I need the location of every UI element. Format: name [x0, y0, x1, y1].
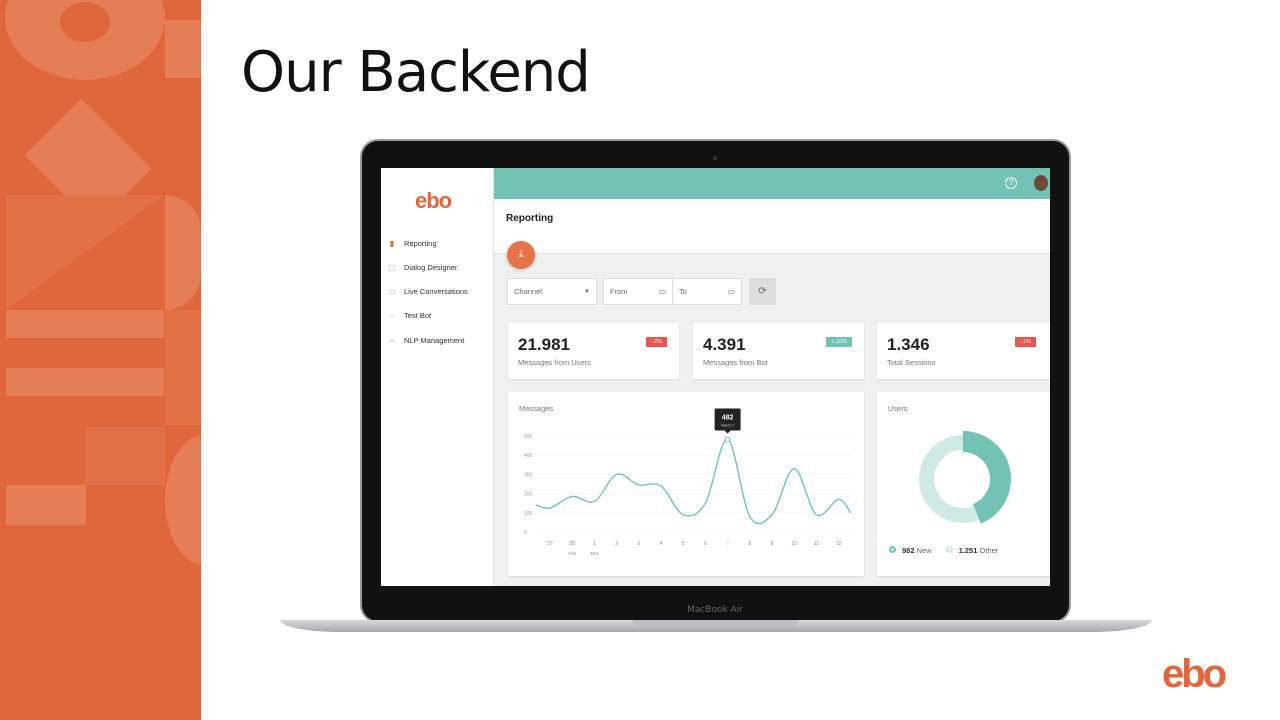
- stat-card-bot-messages: 4.391 Messages from Bot + 10%: [693, 323, 864, 379]
- help-icon[interactable]: ?: [1005, 177, 1017, 189]
- stat-value: 4.391: [703, 335, 746, 354]
- laptop-label: MacBook Air: [687, 605, 743, 615]
- y-tick-label: 300: [524, 472, 533, 478]
- sidebar-item-dialog-designer[interactable]: ▢ Dialog Designer: [387, 263, 457, 272]
- calendar-icon: ▭: [727, 287, 735, 296]
- tooltip-date: March 7: [721, 423, 734, 427]
- x-tick-label: 5: [682, 541, 685, 547]
- month-label: Feb: [568, 551, 576, 556]
- y-tick-label: 100: [524, 511, 533, 517]
- channel-label: Channel: [514, 287, 542, 296]
- x-tick-label: 2: [615, 541, 618, 547]
- x-tick-label: 4: [660, 541, 663, 547]
- avatar[interactable]: [1034, 175, 1048, 191]
- app-screen: ebo ▮ Reporting ▢ Dialog Designer ▭ Live Co…: [381, 168, 1050, 586]
- hover-point: [724, 436, 731, 443]
- slide-title: Our Backend: [241, 40, 591, 105]
- sidebar-label: Dialog Designer: [404, 263, 458, 272]
- y-tick-label: 0: [524, 530, 527, 536]
- ebo-logo: ebo: [1162, 655, 1229, 695]
- calendar-icon: ▭: [658, 287, 666, 296]
- stat-label: Messages from Users: [518, 358, 591, 367]
- top-bar: ?: [494, 168, 1050, 199]
- to-date-input[interactable]: To ▭: [672, 278, 742, 305]
- change-badge: - 2%: [645, 337, 667, 347]
- stat-label: Messages from Bot: [703, 358, 768, 367]
- download-icon: ⤓: [518, 248, 524, 260]
- sidebar-label: Live Conversations: [404, 287, 468, 296]
- sidebar-item-live-conversations[interactable]: ▭ Live Conversations: [387, 287, 468, 296]
- x-tick-label: 27: [547, 541, 553, 547]
- sidebar-label: NLP Management: [404, 336, 465, 345]
- chart-title: Users: [888, 404, 908, 413]
- change-badge: + 10%: [826, 337, 852, 347]
- messages-series-line: [535, 438, 852, 525]
- channel-select[interactable]: Channel ▼: [507, 278, 597, 305]
- download-button[interactable]: ⤓: [507, 241, 535, 269]
- y-tick-label: 400: [524, 453, 533, 459]
- legend-other: 1.251 Other: [945, 546, 998, 555]
- x-tick-label: 11: [814, 541, 819, 547]
- stat-card-sessions: 1.346 Total Sessions - 1%: [877, 323, 1050, 379]
- month-label: Mar: [591, 551, 599, 556]
- laptop-notch: [632, 620, 798, 626]
- x-tick-label: 3: [637, 541, 640, 547]
- y-tick-label: 200: [524, 492, 533, 498]
- stat-card-user-messages: 21.981 Messages from Users - 2%: [508, 323, 679, 379]
- stat-label: Total Sessions: [887, 358, 936, 367]
- users-chart-card: Users 982 New 1.251 Other: [877, 392, 1050, 576]
- x-tick-label: 9: [771, 541, 774, 547]
- tooltip: [714, 408, 741, 431]
- chart-title: Messages: [519, 404, 554, 413]
- refresh-icon: ⟳: [758, 286, 767, 297]
- chat-icon: ▭: [388, 287, 396, 296]
- x-tick-label: 10: [791, 541, 797, 547]
- sidebar: ebo ▮ Reporting ▢ Dialog Designer ▭ Live Co…: [381, 168, 494, 586]
- nlp-icon: ⌗: [389, 336, 395, 345]
- tooltip-arrow: [724, 430, 731, 434]
- decorative-pattern: [0, 0, 201, 720]
- users-donut-chart: [919, 431, 1011, 524]
- y-tick-label: 500: [524, 434, 533, 440]
- x-tick-label: 12: [836, 541, 842, 547]
- tooltip-value: 482: [722, 414, 734, 421]
- sidebar-item-reporting[interactable]: ▮ Reporting: [387, 239, 437, 248]
- x-tick-label: 1: [593, 541, 596, 547]
- to-label: To: [679, 287, 687, 296]
- page-title: Reporting: [506, 213, 554, 224]
- stat-value: 21.981: [518, 335, 570, 354]
- messages-line-chart: 0 100 200 300 400 500 27 28 Feb 1 Mar 2 3 4 5 6 7 8 9 10 11 1…: [524, 408, 853, 556]
- x-tick-label: 7: [726, 541, 729, 547]
- donut-legend: 982 New 1.251 Other: [889, 546, 998, 555]
- sidebar-item-nlp-management[interactable]: ⌗ NLP Management: [387, 336, 465, 345]
- play-icon: ○: [389, 311, 395, 320]
- app-logo: ebo: [415, 188, 452, 213]
- sidebar-label: Reporting: [404, 239, 437, 248]
- bar-chart-icon: ▮: [389, 239, 395, 248]
- page-header: Reporting: [494, 199, 1050, 254]
- x-tick-label: 28: [569, 541, 575, 547]
- x-tick-label: 8: [748, 541, 751, 547]
- logo-text: ebo: [1162, 655, 1226, 695]
- from-date-input[interactable]: From ▭: [603, 278, 673, 305]
- from-label: From: [610, 287, 628, 296]
- stat-value: 1.346: [887, 335, 930, 354]
- sidebar-label: Test Bot: [404, 311, 432, 320]
- legend-new: 982 New: [889, 546, 932, 555]
- donut-slice-other: [919, 435, 980, 523]
- designer-icon: ▢: [388, 263, 396, 272]
- x-tick-label: 6: [704, 541, 707, 547]
- laptop-base: [280, 620, 1152, 632]
- refresh-button[interactable]: ⟳: [749, 278, 776, 305]
- chevron-down-icon: ▼: [584, 288, 590, 295]
- camera-icon: [713, 156, 717, 160]
- change-badge: - 1%: [1014, 337, 1036, 347]
- donut-slice-new: [963, 431, 1011, 524]
- messages-chart-card: Messages 0 100 200 300 400 500 27 28 Feb 1 Mar 2 3 4 5…: [508, 392, 864, 576]
- sidebar-item-test-bot[interactable]: ○ Test Bot: [387, 311, 432, 320]
